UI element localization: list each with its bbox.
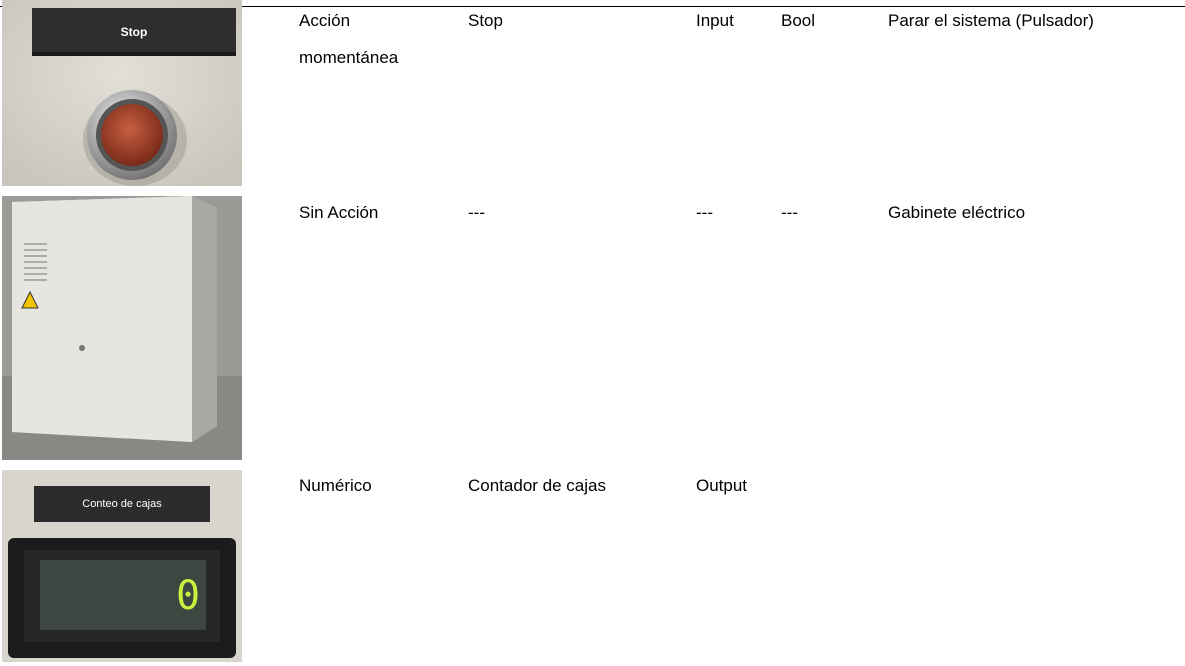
- direction-cell: Output: [696, 476, 748, 495]
- direction-cell: Input: [696, 11, 734, 30]
- description-cell: Gabinete eléctrico: [888, 203, 1026, 222]
- action-cell: Numérico: [299, 476, 372, 495]
- display-digit: 0: [176, 573, 200, 619]
- table-top-rule: [0, 6, 1185, 7]
- stop-button-image: Stop: [2, 0, 242, 186]
- action-cell: Acción momentánea: [299, 11, 399, 67]
- cabinet-image: [2, 196, 242, 460]
- name-cell: Stop: [468, 11, 503, 30]
- direction-cell: ---: [696, 203, 713, 222]
- type-cell: ---: [781, 203, 798, 222]
- name-cell: Contador de cajas: [468, 476, 606, 495]
- image-label: Conteo de cajas: [82, 498, 162, 510]
- image-label: Stop: [121, 25, 148, 39]
- description-cell: Parar el sistema (Pulsador): [888, 11, 1094, 30]
- counter-image: Conteo de cajas 0: [2, 470, 242, 662]
- action-cell: Sin Acción: [299, 203, 379, 222]
- type-cell: Bool: [781, 11, 816, 30]
- name-cell: ---: [468, 203, 485, 222]
